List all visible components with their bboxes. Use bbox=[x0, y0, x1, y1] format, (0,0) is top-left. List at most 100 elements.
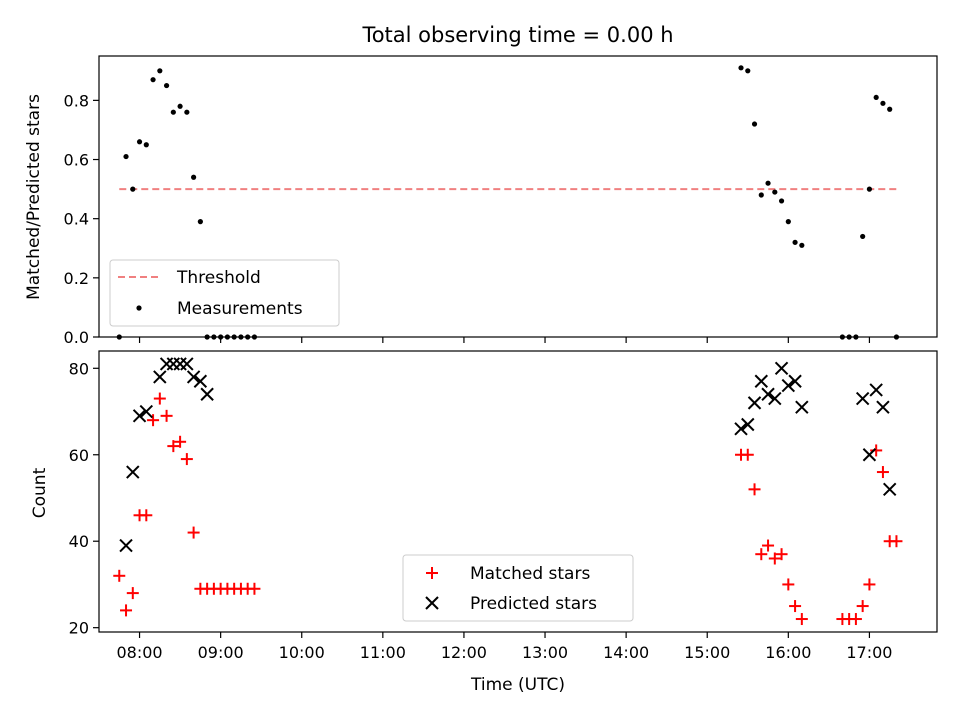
predicted-star-marker bbox=[869, 383, 883, 397]
measurement-point bbox=[799, 242, 805, 248]
measurement-point bbox=[860, 233, 866, 240]
measurement-point bbox=[772, 189, 778, 195]
predicted-star-marker bbox=[139, 404, 154, 419]
x-tick-label: 09:00 bbox=[198, 643, 244, 662]
x-tick-label: 16:00 bbox=[765, 643, 811, 662]
bottom-y-axis-label: Count bbox=[30, 467, 50, 518]
predicted-star-marker bbox=[862, 448, 877, 462]
bottom-plot-marks bbox=[113, 357, 903, 626]
top-y-tick-label: 0.8 bbox=[64, 91, 89, 110]
matched-star-marker bbox=[849, 613, 862, 626]
matched-star-marker bbox=[140, 509, 153, 522]
measurement-point bbox=[197, 219, 203, 225]
legend-matched-swatch bbox=[426, 567, 438, 579]
matched-star-marker bbox=[113, 569, 126, 582]
predicted-star-marker bbox=[153, 370, 167, 384]
matched-star-marker bbox=[126, 587, 139, 600]
matched-star-marker bbox=[870, 444, 883, 457]
predicted-star-marker bbox=[186, 370, 201, 384]
predicted-star-marker bbox=[126, 465, 140, 479]
top-y-ticks: 0.0 0.2 0.4 0.6 0.8 bbox=[64, 91, 99, 347]
bottom-y-tick-label: 60 bbox=[69, 446, 89, 465]
bottom-legend: Matched stars Predicted stars bbox=[402, 554, 634, 622]
top-legend-box bbox=[109, 259, 340, 327]
predicted-star-marker bbox=[132, 409, 147, 423]
top-axes-frame bbox=[98, 55, 938, 338]
predicted-star-marker bbox=[768, 391, 782, 406]
matched-star-marker bbox=[863, 578, 876, 591]
x-tick-label: 10:00 bbox=[279, 643, 325, 662]
bottom-y-tick-label: 20 bbox=[69, 619, 89, 638]
bottom-y-tick-label: 80 bbox=[69, 359, 89, 378]
predicted-star-marker bbox=[754, 374, 768, 388]
x-axis-label: Time (UTC) bbox=[470, 675, 565, 695]
measurement-point bbox=[866, 186, 873, 192]
measurement-point bbox=[792, 239, 798, 245]
matched-star-marker bbox=[762, 539, 775, 552]
predicted-star-marker bbox=[781, 378, 796, 393]
predicted-star-marker bbox=[747, 396, 762, 410]
matched-star-marker bbox=[160, 409, 173, 422]
x-tick-label: 08:00 bbox=[116, 643, 162, 662]
legend-measurements-swatch bbox=[136, 305, 142, 311]
measurement-point bbox=[758, 192, 764, 198]
x-tick-label: 11:00 bbox=[360, 643, 406, 662]
top-y-tick-label: 0.0 bbox=[64, 328, 89, 347]
measurement-point bbox=[150, 77, 156, 83]
chart-title: Total observing time = 0.00 h bbox=[361, 23, 673, 47]
predicted-star-marker bbox=[876, 400, 890, 414]
measurement-point bbox=[143, 142, 149, 148]
predicted-star-marker bbox=[734, 422, 748, 436]
matched-star-marker bbox=[167, 440, 180, 453]
measurement-point bbox=[745, 68, 751, 74]
predicted-star-marker bbox=[180, 357, 194, 371]
legend-predicted-swatch bbox=[425, 596, 439, 610]
x-tick-label: 15:00 bbox=[684, 643, 730, 662]
matched-star-marker bbox=[147, 414, 160, 427]
matched-star-marker bbox=[174, 435, 187, 448]
matched-star-marker bbox=[768, 552, 781, 565]
top-x-ticks bbox=[138, 337, 871, 343]
predicted-star-marker bbox=[774, 361, 789, 375]
matched-star-marker bbox=[755, 548, 768, 561]
measurement-point bbox=[157, 68, 163, 74]
top-legend: Threshold Measurements bbox=[109, 259, 340, 327]
predicted-star-marker bbox=[795, 400, 809, 414]
matched-star-marker bbox=[876, 466, 889, 479]
legend-predicted-label: Predicted stars bbox=[470, 594, 597, 614]
matched-star-marker bbox=[775, 548, 788, 561]
legend-measurements-label: Measurements bbox=[177, 299, 303, 319]
top-y-axis-label: Matched/Predicted stars bbox=[24, 94, 44, 300]
predicted-star-marker bbox=[788, 374, 802, 388]
measurement-point bbox=[130, 186, 136, 192]
predicted-star-marker bbox=[119, 538, 133, 553]
matched-star-marker bbox=[795, 613, 808, 626]
measurement-point bbox=[887, 106, 893, 112]
measurement-point bbox=[123, 153, 129, 160]
x-tick-label: 17:00 bbox=[846, 643, 892, 662]
predicted-star-marker bbox=[882, 482, 897, 497]
measurement-point bbox=[738, 65, 744, 71]
matched-star-marker bbox=[120, 604, 133, 617]
bottom-legend-box bbox=[402, 554, 634, 622]
measurement-point bbox=[177, 103, 183, 109]
top-y-tick-label: 0.6 bbox=[64, 151, 89, 170]
matched-star-marker bbox=[789, 600, 802, 613]
measurement-point bbox=[880, 100, 886, 106]
measurement-point bbox=[785, 219, 791, 225]
x-tick-label: 12:00 bbox=[441, 643, 487, 662]
predicted-star-marker bbox=[193, 374, 208, 388]
matched-star-marker bbox=[856, 600, 869, 613]
legend-matched-label: Matched stars bbox=[470, 564, 590, 584]
x-tick-label: 13:00 bbox=[522, 643, 568, 662]
predicted-star-marker bbox=[200, 387, 214, 401]
top-panel: 0.00.20.40.60.8 Matched/Predicted stars … bbox=[24, 55, 938, 347]
top-y-tick-label: 0.4 bbox=[64, 210, 89, 229]
measurement-point bbox=[751, 121, 758, 127]
matched-star-marker bbox=[741, 448, 754, 461]
matched-star-marker bbox=[890, 535, 903, 548]
top-plot-marks bbox=[116, 65, 900, 340]
measurement-point bbox=[163, 82, 170, 89]
legend-threshold-label: Threshold bbox=[176, 268, 261, 288]
